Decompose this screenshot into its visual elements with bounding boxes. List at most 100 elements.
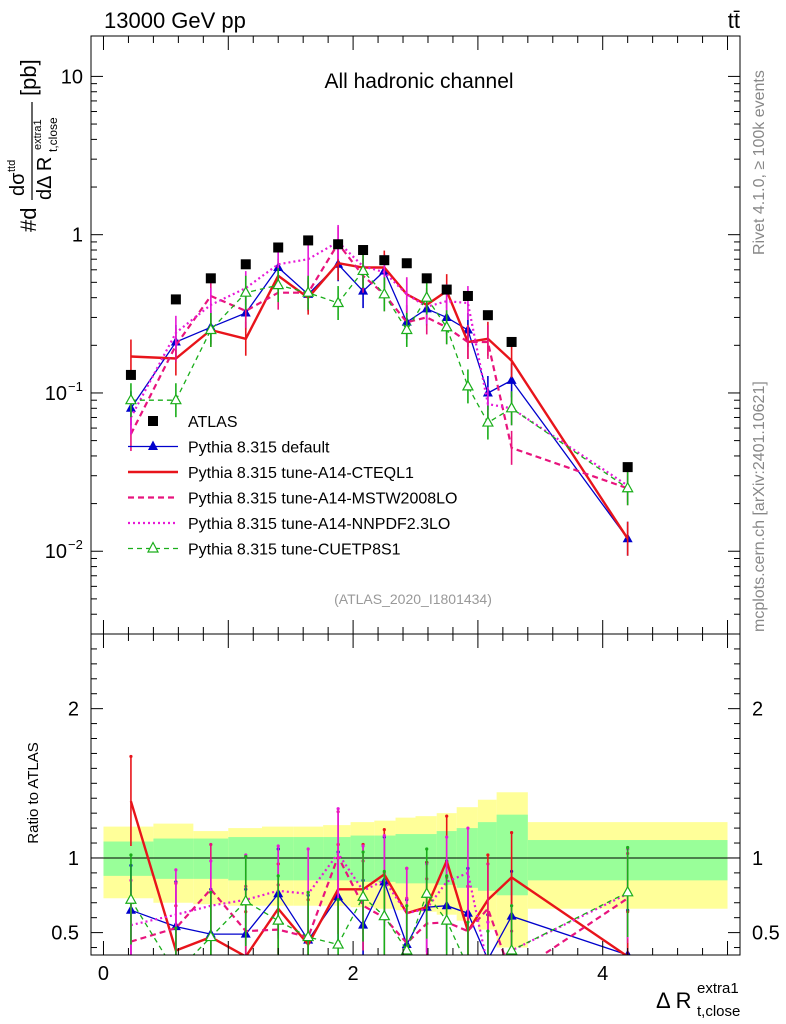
ratio-point-pythia-8-315-tune-cuetp8s1 [171,967,181,976]
main-y-tick-label: 1 [72,225,83,247]
x-tick-label: 4 [597,963,608,985]
ylabel-frac-num: dσ [7,172,29,196]
ratio-error-cap-pythia-8-315-tune-a14-nnpdf2-3lo [466,826,470,830]
energy-label: 13000 GeV pp [104,8,246,33]
ratio-y-axis-label: Ratio to ATLAS [25,742,42,843]
ratio-error-cap-pythia-8-315-tune-cuetp8s1 [336,898,340,902]
main-y-tick-label-exponent: −1 [68,379,83,394]
ratio-error-cap-pythia-8-315-tune-a14-nnpdf2-3lo [405,866,409,871]
ratio-point-pythia-8-315-tune-cuetp8s1 [302,930,315,942]
ratio-point-pythia-8-315-tune-cuetp8s1 [505,943,518,955]
ratio-error-cap-pythia-8-315-tune-cuetp8s1 [405,904,409,908]
point-pythia-8-315-tune-cuetp8s1 [332,296,345,308]
ratio-error-cap-pythia-8-315-tune-a14-nnpdf2-3lo [382,833,386,838]
ratio-point-pythia-8-315-tune-cuetp8s1 [400,943,413,955]
point-pythia-8-315-tune-cuetp8s1 [272,278,285,290]
legend: ATLAS Pythia 8.315 default Pythia 8.315 tu… [128,414,457,559]
series-line-pythia-8-315-tune-a14-nnpdf2-3lo [129,240,629,487]
main-title: All hadronic channel [324,70,513,93]
xlabel-main: Δ R [656,988,691,1013]
point-atlas [240,259,251,270]
ratio-point-pythia-8-315-tune-cuetp8s1 [204,930,217,942]
main-y-tick-label: 10 [45,383,67,405]
ratio-line-pythia-8-315-default [130,880,628,955]
legend-label-atlas: ATLAS [188,414,238,431]
point-atlas [379,255,390,266]
point-pythia-8-315-tune-cuetp8s1 [440,320,453,332]
x-tick-label: 0 [98,963,109,985]
ratio-series-group [91,754,740,979]
ratio-point-pythia-8-315-tune-cuetp8s1 [621,885,634,897]
legend-marker-pythia-8-315-tune-cuetp8s1 [147,541,159,553]
point-pythia-8-315-tune-cuetp8s1 [357,264,370,276]
process-label: tt̄ [728,8,740,33]
point-atlas [506,336,517,347]
ratio-point-pythia-8-315-tune-cuetp8s1 [483,970,493,979]
ylabel-frac-den-sub: t,close [46,117,60,152]
point-pythia-8-315-tune-cuetp8s1 [378,287,391,299]
ratio-point-pythia-8-315-tune-cuetp8s1 [272,913,285,925]
ratio-error-cap-pythia-8-315-tune-cuetp8s1 [510,904,514,908]
point-pythia-8-315-tune-cuetp8s1 [124,393,137,405]
main-y-tick-label: 10 [45,541,67,563]
point-pythia-8-315-tune-cuetp8s1 [302,285,315,297]
ratio-error-cap-pythia-8-315-tune-a14-cteql1 [445,814,449,818]
point-pythia-8-315-tune-cuetp8s1 [461,379,474,391]
ylabel-frac-den: dΔ R [34,157,56,200]
band-green [103,841,154,876]
point-pythia-8-315-tune-cuetp8s1 [621,481,634,493]
main-y-tick-label-exponent: −2 [68,537,83,552]
point-atlas [358,245,369,256]
ratio-error-cap-pythia-8-315-tune-cuetp8s1 [445,874,449,878]
point-atlas [273,242,284,253]
ratio-error-cap-pythia-8-315-tune-a14-cteql1 [510,830,514,835]
ratio-error-cap-pythia-8-315-tune-a14-nnpdf2-3lo [209,859,213,863]
main-y-tick-label: 10 [61,66,83,88]
band-green [395,834,416,884]
main-series-group [124,224,634,556]
ratio-error-cap-pythia-8-315-tune-cuetp8s1 [382,869,386,873]
ylabel-frac-den-sup: extra1 [32,119,44,150]
ratio-point-pythia-8-315-tune-cuetp8s1 [378,909,391,921]
series-line-pythia-8-315-tune-a14-cteql1 [130,261,629,540]
ratio-point-pythia-8-315-tune-cuetp8s1 [463,961,473,970]
ratio-error-cap-pythia-8-315-tune-cuetp8s1 [129,853,133,857]
x-tick-label: 2 [348,963,359,985]
xlabel-sub: t,close [697,1003,740,1020]
band-green [153,838,194,879]
point-pythia-8-315-tune-cuetp8s1 [505,401,518,413]
point-pythia-8-315-tune-cuetp8s1 [481,415,494,427]
ylabel-unit: [pb] [16,59,41,96]
point-pythia-8-315-tune-cuetp8s1 [420,290,433,302]
point-atlas [125,369,136,380]
ratio-error-cap-pythia-8-315-tune-a14-cteql1 [382,827,386,832]
point-atlas [303,235,314,246]
ratio-error-cap-pythia-8-315-tune-a14-nnpdf2-3lo [445,835,449,839]
ylabel-prefix: #d [16,208,41,232]
ratio-error-cap-pythia-8-315-tune-a14-mstw2008lo [486,862,490,866]
ratio-error-cap-pythia-8-315-tune-a14-nnpdf2-3lo [361,844,365,848]
ratio-y-tick-label-right: 2 [752,699,763,721]
point-pythia-8-315-tune-cuetp8s1 [400,323,413,335]
ratio-error-cap-pythia-8-315-tune-a14-cteql1 [129,754,133,759]
ratio-error-cap-pythia-8-315-tune-a14-nnpdf2-3lo [306,847,310,851]
series-line-pythia-8-315-default [130,263,629,540]
legend-label-pythia-8-315-tune-cuetp8s1: Pythia 8.315 tune-CUETP8S1 [188,542,401,559]
legend-label-pythia-8-315-tune-a14-mstw2008lo: Pythia 8.315 tune-A14-MSTW2008LO [188,491,457,508]
ratio-y-tick-label: 0.5 [51,923,79,945]
ratio-y-tick-label: 2 [68,699,79,721]
ratio-frame: 0.5 0.5 1 1 2 2 0 2 4 [51,633,780,985]
ratio-error-cap-pythia-8-315-tune-a14-nnpdf2-3lo [486,920,490,924]
point-pythia-8-315-default [506,374,517,384]
ratio-y-tick-label-right: 0.5 [752,923,780,945]
ratio-uncertainty-bands [103,792,728,948]
main-y-axis-label: #d dσ ttd dΔ R t,close extra1 [pb] [6,59,60,232]
ratio-y-tick-label: 1 [68,848,79,870]
ratio-point-pythia-8-315-tune-cuetp8s1 [440,913,453,925]
ratio-error-cap-pythia-8-315-tune-cuetp8s1 [209,890,213,894]
point-atlas [622,462,633,473]
point-atlas [482,310,493,321]
ylabel-frac-num-sup: ttd [6,160,18,172]
point-atlas [401,258,412,269]
